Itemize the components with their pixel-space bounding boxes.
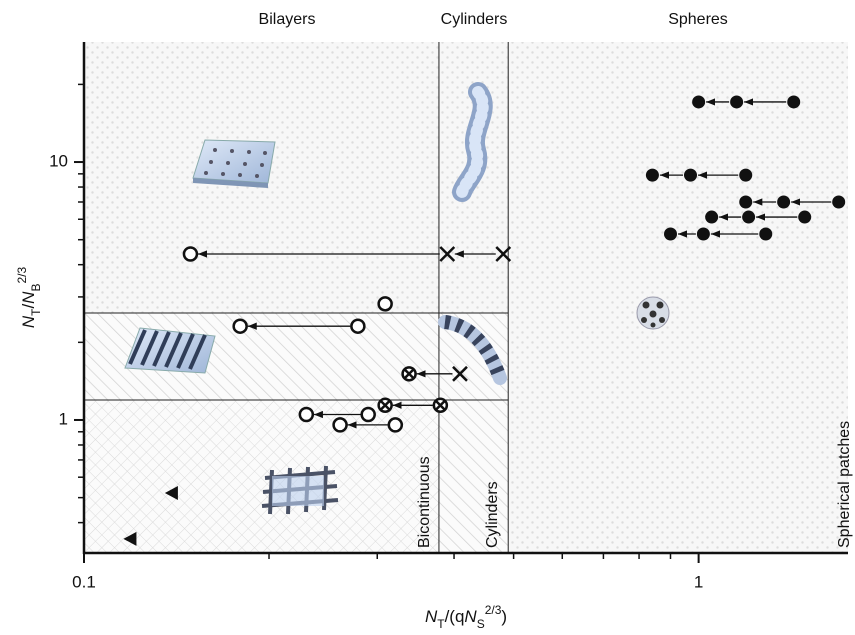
label-part: / (19, 304, 38, 309)
label-part: N (425, 607, 438, 626)
region-label: Spheres (668, 11, 728, 28)
label-part: 2/3 (485, 603, 502, 617)
point (705, 210, 719, 224)
point (123, 531, 137, 546)
point (439, 246, 456, 262)
label-part: 2/3 (15, 267, 29, 284)
label-part: /(q (445, 607, 465, 626)
point (164, 486, 178, 501)
point (182, 246, 199, 262)
region-label: Cylinders (441, 11, 508, 28)
point (377, 397, 393, 414)
illustrations (124, 82, 670, 515)
point (692, 95, 706, 109)
bilayer-illustration (192, 139, 276, 184)
point (432, 397, 449, 414)
region-fill (84, 400, 439, 553)
point (798, 210, 812, 224)
label-part: N (19, 291, 38, 304)
label-part: B (29, 284, 43, 292)
point (645, 168, 659, 182)
region-fill (438, 400, 509, 553)
sphere-patches (641, 301, 665, 328)
point (298, 406, 315, 423)
label-part: S (477, 617, 485, 631)
point (495, 246, 512, 262)
regions (84, 42, 848, 553)
point (232, 318, 248, 334)
point (759, 227, 773, 241)
label-part: N (464, 607, 477, 626)
region-label: Bilayers (259, 11, 316, 28)
bilayer-dots (204, 148, 267, 178)
cylinder-dots (456, 86, 489, 198)
point (377, 296, 393, 312)
point (387, 417, 404, 433)
ylabel: NT/NB2/3 (15, 267, 43, 329)
lattice-core (272, 476, 324, 506)
point (730, 95, 744, 109)
point (696, 227, 710, 241)
point (683, 168, 697, 182)
xlabel: NT/(qNS2/3) (425, 603, 507, 631)
label-part: N (19, 315, 38, 328)
point (452, 365, 468, 382)
point (401, 366, 417, 382)
point (777, 195, 791, 209)
point (739, 168, 753, 182)
y-tick-label: 1 (59, 409, 68, 428)
stripe-illustration (124, 327, 216, 374)
region-label: Spherical patches (836, 421, 853, 548)
y-tick-label: 10 (49, 152, 68, 171)
bilayer-edge (193, 178, 268, 188)
point (739, 195, 753, 209)
point (332, 417, 348, 433)
x-tick-label: 0.1 (72, 572, 96, 591)
label-part: T (29, 308, 43, 316)
point (350, 318, 366, 334)
label-part: ) (501, 607, 507, 626)
helix-stripes (443, 315, 507, 381)
plot: 0.1 1 1 10 (49, 42, 848, 591)
point (787, 95, 801, 109)
region-label: Cylinders (484, 481, 501, 548)
x-tick-label: 1 (694, 572, 703, 591)
point (832, 195, 846, 209)
point (663, 227, 677, 241)
point (742, 210, 756, 224)
stripe-lines (128, 329, 207, 370)
point (360, 406, 376, 423)
region-label: Bicontinuous (416, 456, 433, 548)
label-part: T (437, 617, 445, 631)
